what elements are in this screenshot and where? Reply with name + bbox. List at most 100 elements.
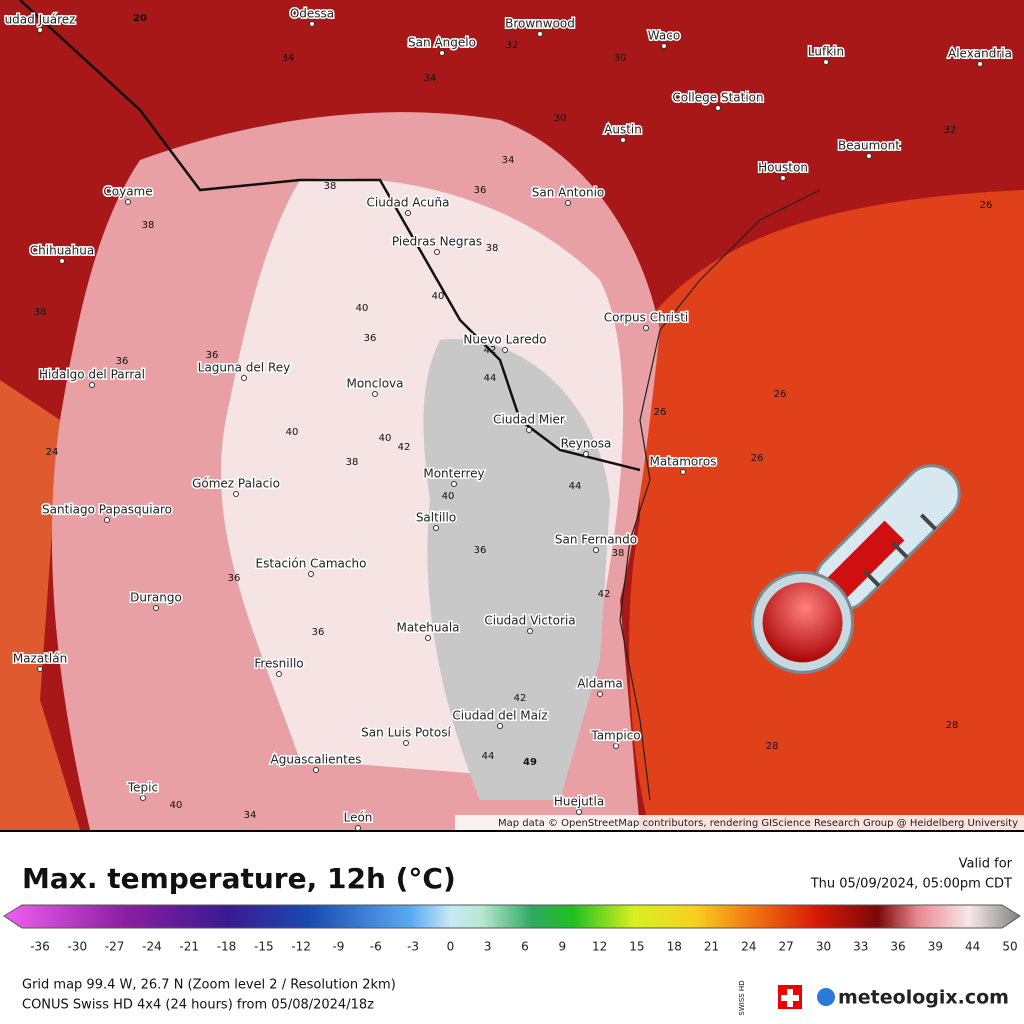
city-dot xyxy=(643,325,649,331)
colorbar-tick-label: -15 xyxy=(254,940,274,954)
temperature-label: 36 xyxy=(228,573,241,584)
colorbar-tick-label: 6 xyxy=(521,940,529,954)
city-dot xyxy=(583,451,589,457)
city-dot xyxy=(593,547,599,553)
city-label: Brownwood xyxy=(505,17,575,31)
city-label: Ciudad Acuña xyxy=(367,196,450,210)
city-dot xyxy=(537,31,543,37)
temperature-label: 42 xyxy=(598,589,611,600)
city-dot xyxy=(276,671,282,677)
temperature-label: 32 xyxy=(944,125,957,136)
city-label: College Station xyxy=(672,91,763,105)
temperature-label: 28 xyxy=(766,741,779,752)
temperature-label: 34 xyxy=(244,810,257,821)
city-dot xyxy=(405,210,411,216)
temperature-label: 38 xyxy=(612,548,625,559)
city-dot xyxy=(313,767,319,773)
city-label: Austin xyxy=(604,123,642,137)
city-label: Matehuala xyxy=(396,621,459,635)
colorbar-tick-label: -24 xyxy=(142,940,162,954)
city-dot xyxy=(597,691,603,697)
temperature-label: 42 xyxy=(514,693,527,704)
temperature-label: 36 xyxy=(364,333,377,344)
colorbar-tick-label: 9 xyxy=(558,940,566,954)
colorbar-tick-label: 50 xyxy=(1002,940,1017,954)
temperature-label: 40 xyxy=(356,303,369,314)
city-dot xyxy=(372,391,378,397)
city-label: Corpus Christi xyxy=(604,311,689,325)
colorbar-tick-label: 12 xyxy=(592,940,607,954)
valid-time: Thu 05/09/2024, 05:00pm CDT xyxy=(810,877,1012,892)
temperature-label: 38 xyxy=(34,307,47,318)
city-dot xyxy=(613,743,619,749)
city-label: Aldama xyxy=(577,677,623,691)
city-label: Piedras Negras xyxy=(392,235,482,249)
colorbar-tick-label: 39 xyxy=(928,940,943,954)
city-label: Estación Camacho xyxy=(256,557,367,571)
colorbar-tick-label: -18 xyxy=(217,940,237,954)
colorbar-tick-label: -12 xyxy=(291,940,311,954)
city-dot xyxy=(715,105,721,111)
temperature-label: 38 xyxy=(346,457,359,468)
city-label: Chihuahua xyxy=(30,244,94,258)
temperature-label: 26 xyxy=(654,407,667,418)
temperature-label: 28 xyxy=(946,720,959,731)
city-dot xyxy=(526,427,532,433)
city-label: San Fernando xyxy=(555,533,637,547)
city-dot xyxy=(308,571,314,577)
temperature-label: 44 xyxy=(484,373,497,384)
city-dot xyxy=(153,605,159,611)
city-dot xyxy=(140,795,146,801)
colorbar-tick-label: -27 xyxy=(105,940,125,954)
city-label: Santiago Papasquiaro xyxy=(42,503,172,517)
temperature-label: 30 xyxy=(614,53,627,64)
city-label: Coyame xyxy=(103,185,152,199)
temperature-label: 34 xyxy=(282,53,295,64)
temperature-label: 36 xyxy=(312,627,325,638)
city-dot xyxy=(403,740,409,746)
footer-line: CONUS Swiss HD 4x4 (24 hours) from 05/08… xyxy=(22,998,374,1013)
temperature-label: 30 xyxy=(554,113,567,124)
city-dot xyxy=(434,249,440,255)
footer-line: Grid map 99.4 W, 26.7 N (Zoom level 2 / … xyxy=(22,978,396,993)
city-label: Nuevo Laredo xyxy=(463,333,546,347)
temperature-label: 24 xyxy=(46,447,59,458)
brand: meteologix.com xyxy=(838,987,1009,1009)
temperature-label: 36 xyxy=(474,185,487,196)
city-label: Tampico xyxy=(590,729,640,743)
colorbar-tick-label: -36 xyxy=(30,940,50,954)
city-dot xyxy=(565,200,571,206)
city-dot xyxy=(233,491,239,497)
brand-icon xyxy=(817,988,835,1006)
attribution: Map data © OpenStreetMap contributors, r… xyxy=(498,818,1018,829)
city-label: Gómez Palacio xyxy=(192,477,280,491)
city-dot xyxy=(309,21,315,27)
city-dot xyxy=(241,375,247,381)
city-label: Huejutla xyxy=(554,795,604,809)
city-label: Hidalgo del Parral xyxy=(39,368,145,382)
city-dot xyxy=(439,50,445,56)
colorbar-tick-label: 18 xyxy=(667,940,682,954)
city-label: Tepic xyxy=(127,781,158,795)
city-label: Ciudad del Maíz xyxy=(452,709,547,723)
temperature-label: 26 xyxy=(751,453,764,464)
city-label: Monclova xyxy=(346,377,403,391)
colorbar-tick-label: 30 xyxy=(816,940,831,954)
temperature-label: 38 xyxy=(486,243,499,254)
temperature-label: 34 xyxy=(502,155,515,166)
city-label: Ciudad Victoria xyxy=(484,614,575,628)
valid-label: Valid for xyxy=(959,857,1013,872)
city-label: Matamoros xyxy=(649,455,716,469)
temperature-label: 38 xyxy=(324,181,337,192)
colorbar xyxy=(3,904,1021,929)
colorbar-tick-label: -30 xyxy=(68,940,88,954)
colorbar-tick-label: 3 xyxy=(484,940,492,954)
city-dot xyxy=(502,347,508,353)
city-label: Alexandria xyxy=(948,47,1012,61)
city-dot xyxy=(89,382,95,388)
city-dot xyxy=(104,517,110,523)
temperature-label: 44 xyxy=(482,751,495,762)
temperature-label: 40 xyxy=(432,291,445,302)
temperature-label: 40 xyxy=(286,427,299,438)
